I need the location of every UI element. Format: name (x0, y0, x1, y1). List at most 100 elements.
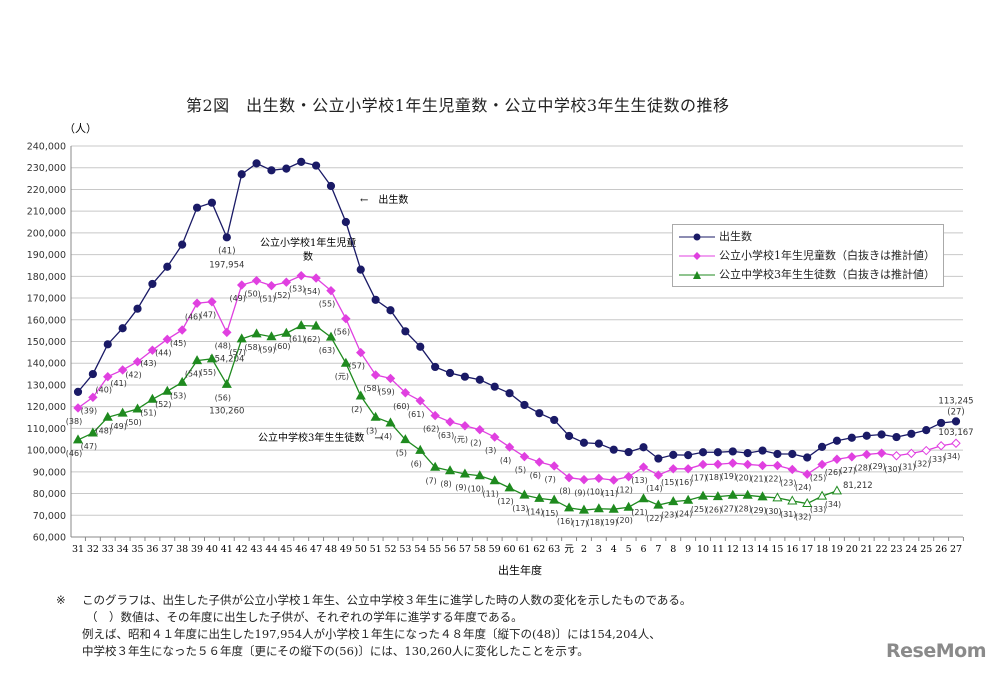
data-point (862, 431, 871, 440)
point-year-label: (32) (795, 513, 811, 522)
x-tick-label: 40 (206, 544, 218, 555)
data-point (623, 471, 634, 482)
point-year-label: (39) (81, 406, 97, 415)
data-point (282, 164, 291, 173)
point-year-label: (15) (542, 509, 558, 518)
data-point (133, 304, 142, 313)
x-tick-label: 47 (310, 544, 322, 555)
x-tick-label: 58 (474, 544, 486, 555)
y-axis-label: （人） (64, 122, 97, 135)
data-point (713, 448, 722, 457)
data-point (520, 400, 529, 410)
data-point (742, 489, 753, 499)
legend-item-births: 出生数 (679, 227, 935, 246)
point-year-label: (7) (425, 476, 436, 485)
point-year-label: (10) (587, 487, 603, 496)
data-point (325, 331, 337, 341)
point-year-label: (50) (244, 290, 260, 299)
data-point (697, 490, 709, 500)
x-tick-label: 25 (920, 544, 932, 555)
annotation-elementary_2: 数 (303, 250, 313, 263)
point-year-label: (13) (631, 476, 647, 485)
point-year-label: (30) (765, 507, 781, 516)
legend-label: 公立中学校3年生生徒数（白抜きは推計値） (719, 268, 935, 281)
x-tick-label: 61 (518, 544, 530, 555)
point-year-label: (23) (780, 478, 796, 487)
point-year-label: (11) (482, 490, 498, 499)
point-year-label: (25) (691, 505, 707, 514)
data-point (654, 454, 663, 463)
data-point (489, 475, 500, 485)
point-year-label: (30) (884, 465, 900, 474)
data-point (73, 403, 83, 413)
data-point (87, 427, 98, 437)
data-point (296, 270, 306, 281)
point-year-label: (12) (616, 486, 632, 495)
data-point (88, 392, 98, 403)
point-value-label: 197,954 (209, 260, 244, 270)
data-point (877, 430, 886, 439)
x-tick-label: 23 (890, 544, 902, 555)
data-point (163, 262, 172, 271)
point-year-label: (58) (363, 384, 379, 393)
point-year-label: (44) (155, 348, 171, 357)
x-tick-label: 32 (87, 544, 99, 555)
point-year-label: (60) (393, 402, 409, 411)
data-point (474, 470, 485, 480)
point-year-label: (21) (750, 475, 766, 484)
data-point (177, 325, 187, 335)
data-point (475, 424, 485, 435)
point-year-label: (42) (125, 371, 141, 380)
point-year-label: (18) (706, 473, 722, 482)
x-tick-label: 36 (146, 544, 158, 555)
x-tick-label: 20 (846, 544, 858, 555)
y-tick-label: 240,000 (27, 142, 66, 153)
point-year-label: (31) (780, 510, 796, 519)
data-point (251, 328, 262, 338)
data-point (757, 460, 768, 471)
data-point (594, 439, 603, 448)
x-tick-label: 3 (596, 544, 602, 555)
point-year-label: (22) (765, 475, 781, 484)
x-tick-label: 2 (581, 544, 587, 555)
point-year-label: (43) (140, 359, 156, 368)
data-point (222, 233, 231, 242)
point-year-label: (元) (454, 435, 468, 444)
data-point (638, 462, 649, 472)
data-point (326, 181, 336, 191)
x-tick-label: 11 (712, 544, 724, 555)
y-tick-label: 190,000 (27, 250, 66, 261)
point-value-label: 130,260 (209, 406, 244, 416)
data-point (237, 170, 246, 179)
point-year-label: (12) (497, 497, 513, 506)
annotation-elementary_1: 公立小学校1年生児童 (260, 236, 356, 249)
footnote: ※ このグラフは、出生した子供が公立小学校１年生、公立中学校３年生に進学した時の人… (56, 592, 691, 660)
point-year-label: (4) (500, 456, 511, 465)
data-point (817, 459, 827, 470)
data-point (430, 410, 440, 421)
data-point (504, 442, 515, 452)
data-point (252, 159, 261, 168)
data-point (907, 429, 916, 438)
data-point (772, 492, 783, 502)
data-point (460, 372, 470, 381)
data-point (742, 459, 753, 470)
x-tick-label: 59 (489, 544, 501, 555)
y-tick-label: 200,000 (27, 228, 66, 239)
data-point (847, 452, 857, 462)
data-point (415, 396, 425, 406)
data-point (266, 280, 277, 291)
point-year-label: (4) (381, 432, 392, 441)
point-year-label: (14) (646, 484, 662, 493)
data-point (758, 446, 767, 455)
data-point (192, 203, 202, 212)
data-point (668, 496, 679, 506)
data-point (147, 345, 158, 355)
data-point (386, 306, 395, 315)
data-point (192, 298, 202, 308)
x-tick-label: 22 (876, 544, 888, 555)
x-tick-label: 21 (861, 544, 873, 555)
point-year-label: (33) (810, 505, 826, 514)
point-year-label: (22) (646, 514, 662, 523)
y-tick-label: 90,000 (33, 467, 66, 478)
